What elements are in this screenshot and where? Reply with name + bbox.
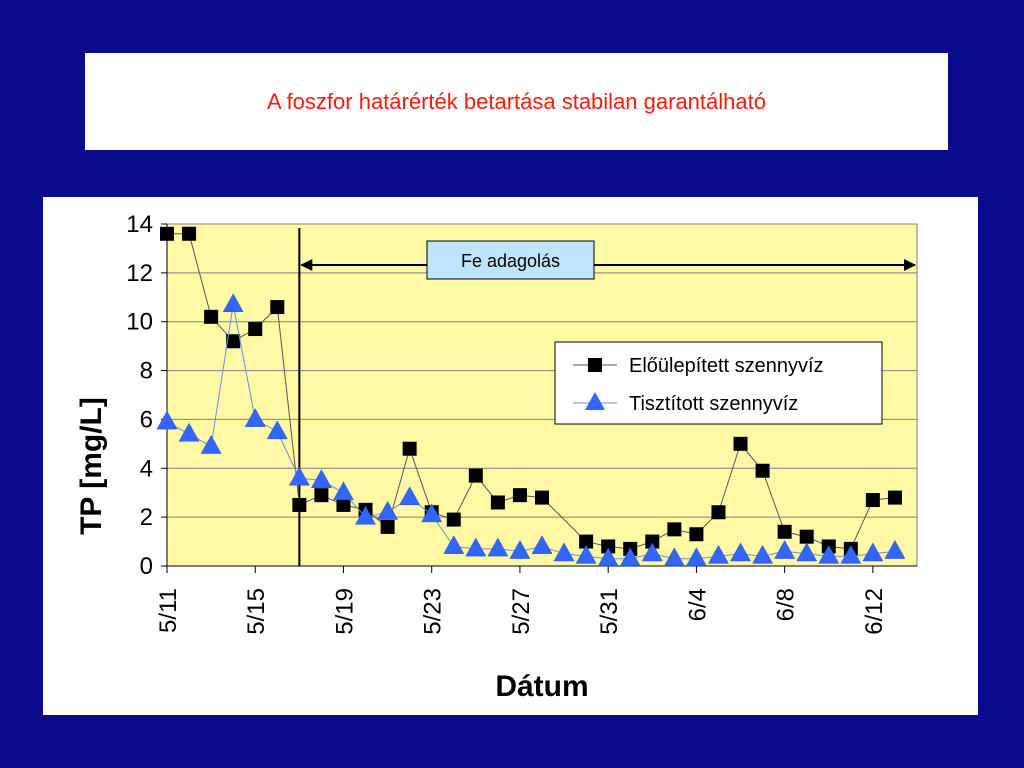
y-tick-label: 0 — [140, 553, 153, 580]
raw-data-point — [865, 493, 880, 508]
legend-label: Előülepített szennyvíz — [629, 355, 824, 377]
y-tick-label: 10 — [126, 309, 153, 336]
y-tick-label: 6 — [140, 406, 153, 433]
legend-label: Tisztított szennyvíz — [629, 393, 798, 415]
raw-data-point — [512, 488, 527, 503]
raw-data-point — [270, 300, 285, 315]
legend-triangle-marker — [585, 392, 605, 410]
treated-data-point — [752, 544, 774, 564]
treated-data-point — [421, 503, 443, 523]
raw-data-point — [292, 497, 307, 512]
treated-data-point — [310, 469, 332, 488]
raw-data-point — [755, 463, 770, 478]
treated-data-point — [553, 542, 575, 562]
x-axis-title: Dátum — [495, 670, 588, 703]
treated-data-point — [862, 542, 884, 562]
treated-data-point — [730, 542, 751, 562]
legend-box — [554, 341, 883, 425]
raw-data-point — [733, 436, 748, 451]
treated-data-point — [333, 481, 354, 501]
raw-data-point — [689, 527, 704, 542]
x-tick-label: 5/23 — [420, 588, 447, 635]
raw-data-point — [204, 309, 219, 324]
treated-data-point — [685, 547, 707, 567]
raw-data-point — [535, 490, 549, 505]
treated-data-point — [355, 505, 376, 525]
treated-series-line — [166, 304, 895, 560]
tp-line-chart: 0 2 4 6 8 10 12 14 5/11 5/15 5/19 5/23 5/27 5/31 6/4 6/… — [75, 211, 918, 703]
y-tick-label: 8 — [140, 358, 153, 385]
treated-data-point — [487, 537, 509, 557]
raw-data-point — [182, 226, 197, 241]
treated-data-point — [156, 410, 178, 430]
treated-data-point — [619, 547, 641, 567]
raw-data-point — [579, 534, 594, 549]
treated-data-point — [531, 535, 553, 554]
treated-data-point — [222, 293, 244, 313]
x-tick-label: 5/27 — [508, 588, 535, 635]
raw-data-point — [490, 495, 505, 510]
x-tick-label: 5/31 — [596, 588, 623, 635]
raw-data-point — [380, 519, 395, 534]
treated-data-point — [443, 535, 465, 554]
raw-data-point — [645, 534, 660, 549]
raw-data-point — [887, 490, 902, 505]
treated-data-point — [377, 500, 399, 520]
y-tick-label: 12 — [126, 260, 153, 287]
raw-data-point — [799, 529, 814, 544]
fe-label-box — [426, 240, 595, 280]
treated-data-point — [288, 466, 310, 486]
raw-data-point — [336, 497, 351, 512]
treated-data-point — [884, 540, 906, 559]
y-tick-label: 14 — [126, 211, 153, 238]
treated-data-point — [509, 540, 531, 559]
x-tick-label: 5/11 — [155, 588, 182, 633]
slide-title: A foszfor határérték betartása stabilan … — [267, 88, 766, 114]
title-box: A foszfor határérték betartása stabilan … — [85, 53, 948, 150]
raw-data-point — [248, 322, 263, 337]
raw-data-point — [446, 512, 461, 527]
y-tick-label: 4 — [140, 455, 153, 482]
x-tick-label: 6/12 — [861, 588, 888, 635]
fe-label: Fe adagolás — [461, 251, 560, 271]
treated-data-point — [399, 486, 421, 506]
treated-data-point — [774, 540, 796, 559]
treated-data-point — [708, 544, 729, 564]
chart-container: 0 2 4 6 8 10 12 14 5/11 5/15 5/19 5/23 5/27 5/31 6/4 6/… — [43, 197, 978, 715]
x-tick-label: 6/4 — [684, 588, 711, 621]
treated-data-point — [663, 547, 685, 567]
raw-data-point — [160, 226, 174, 241]
raw-data-point — [468, 468, 483, 483]
y-axis-title: TP [mg/L] — [75, 397, 108, 535]
treated-data-point — [840, 544, 862, 564]
raw-data-point — [667, 522, 682, 537]
treated-data-point — [244, 408, 266, 427]
raw-data-point — [226, 334, 241, 349]
treated-data-point — [597, 547, 619, 567]
treated-data-point — [641, 542, 663, 562]
raw-data-point — [402, 441, 417, 456]
treated-data-point — [818, 544, 840, 564]
raw-data-point — [601, 539, 616, 554]
x-tick-label: 5/15 — [243, 588, 270, 635]
treated-data-point — [465, 537, 487, 557]
y-tick-label: 2 — [140, 504, 153, 531]
raw-data-point — [314, 488, 329, 503]
treated-data-point — [200, 434, 222, 454]
x-tick-label: 6/8 — [773, 588, 800, 621]
x-tick-label: 5/19 — [331, 588, 358, 635]
raw-data-point — [777, 524, 792, 539]
treated-data-point — [178, 422, 200, 442]
treated-data-point — [575, 544, 597, 564]
raw-data-point — [711, 505, 726, 520]
legend-square-marker — [588, 358, 602, 372]
treated-data-point — [796, 542, 818, 562]
treated-data-point — [266, 420, 288, 440]
